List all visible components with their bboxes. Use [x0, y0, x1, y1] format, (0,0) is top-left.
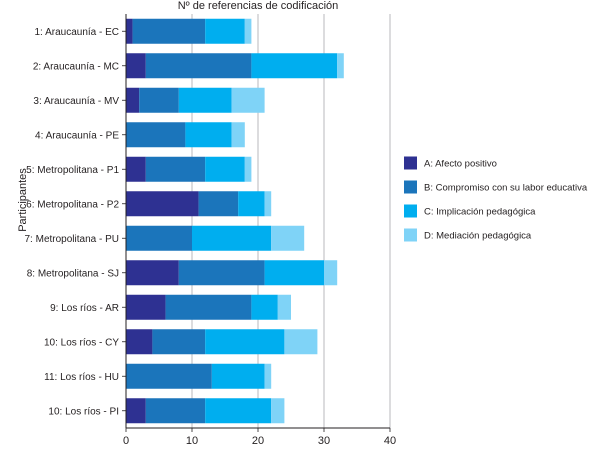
- x-tick-label: 40: [384, 435, 396, 447]
- bar-segment: [198, 191, 239, 217]
- bar-segment: [205, 18, 245, 44]
- bar-segment: [337, 53, 344, 79]
- category-label: 6: Metropolitana - P2: [26, 199, 119, 210]
- bar-segment: [145, 53, 252, 79]
- bar-segment: [205, 156, 245, 182]
- y-axis-title: Participantes: [17, 168, 29, 232]
- chart-title: Nº de referencias de codificación: [178, 0, 339, 12]
- bar-segment: [251, 294, 278, 320]
- legend: A: Afecto positivo B: Compromiso con su l…: [404, 156, 588, 242]
- x-tick-label: 0: [123, 435, 129, 447]
- legend-label: A: Afecto positivo: [424, 159, 497, 170]
- bar-segment: [205, 329, 285, 355]
- bar-segment: [231, 87, 265, 113]
- bar-segment: [126, 53, 146, 79]
- bar-segment: [178, 260, 265, 286]
- category-label: 11: Los ríos - HU: [44, 372, 119, 383]
- bar-segment: [271, 398, 285, 424]
- bar-segment: [126, 156, 146, 182]
- bar-segment: [165, 294, 252, 320]
- bar-segment: [324, 260, 338, 286]
- bar-segment: [277, 294, 291, 320]
- bar-segment: [185, 122, 232, 148]
- bar-segment: [231, 122, 245, 148]
- bar-segment: [145, 398, 206, 424]
- bar-segment: [238, 191, 265, 217]
- legend-swatch: [404, 156, 417, 170]
- category-label: 1: Araucaunía - EC: [35, 27, 120, 38]
- x-tick-label: 20: [252, 435, 264, 447]
- category-label: 3: Araucaunía - MV: [33, 96, 119, 107]
- legend-label: B: Compromiso con su labor educativa: [424, 183, 588, 194]
- bar-segment: [126, 18, 133, 44]
- axes-group: 0 10 20 30 40 1: Araucaunía - EC 2: Araucaunía…: [25, 14, 396, 447]
- category-label: 8: Metropolitana - SJ: [27, 268, 119, 279]
- bar-segment: [271, 225, 305, 251]
- bar-segment: [126, 87, 140, 113]
- legend-label: C: Implicación pedagógica: [424, 207, 536, 218]
- bar-segment: [211, 363, 265, 389]
- bar-segment: [152, 329, 206, 355]
- category-label: 10: Los ríos - CY: [44, 337, 119, 348]
- bar-segment: [126, 294, 166, 320]
- bar-segment: [145, 156, 206, 182]
- bar-segment: [178, 87, 232, 113]
- bar-segment: [264, 191, 272, 217]
- bar-segment: [126, 260, 179, 286]
- bar-segment: [126, 398, 146, 424]
- bar-segment: [126, 363, 212, 389]
- bar-segment: [192, 225, 272, 251]
- category-label: 10: Los ríos - PI: [48, 406, 119, 417]
- bar-segment: [244, 156, 252, 182]
- category-label: 7: Metropolitana - PU: [25, 234, 120, 245]
- bar-segment: [132, 18, 206, 44]
- legend-swatch: [404, 228, 417, 242]
- x-tick-label: 30: [318, 435, 330, 447]
- bar-segment: [126, 225, 192, 251]
- category-label: 5: Metropolitana - P1: [26, 165, 119, 176]
- legend-swatch: [404, 204, 417, 218]
- bars-group: [126, 18, 344, 424]
- bar-segment: [126, 329, 153, 355]
- category-label: 2: Araucaunía - MC: [33, 61, 119, 72]
- bar-segment: [244, 18, 252, 44]
- category-label: 4: Araucaunía - PE: [35, 130, 119, 141]
- bar-segment: [284, 329, 318, 355]
- x-tick-label: 10: [186, 435, 198, 447]
- category-label: 9: Los ríos - AR: [50, 303, 119, 314]
- bar-segment: [139, 87, 179, 113]
- bar-segment: [126, 122, 186, 148]
- bar-segment: [264, 260, 324, 286]
- bar-segment: [126, 191, 199, 217]
- legend-swatch: [404, 180, 417, 194]
- bar-segment: [251, 53, 338, 79]
- gridlines: [191, 14, 391, 428]
- bar-segment: [205, 398, 272, 424]
- bar-segment: [264, 363, 272, 389]
- legend-label: D: Mediación pedagógica: [424, 231, 532, 242]
